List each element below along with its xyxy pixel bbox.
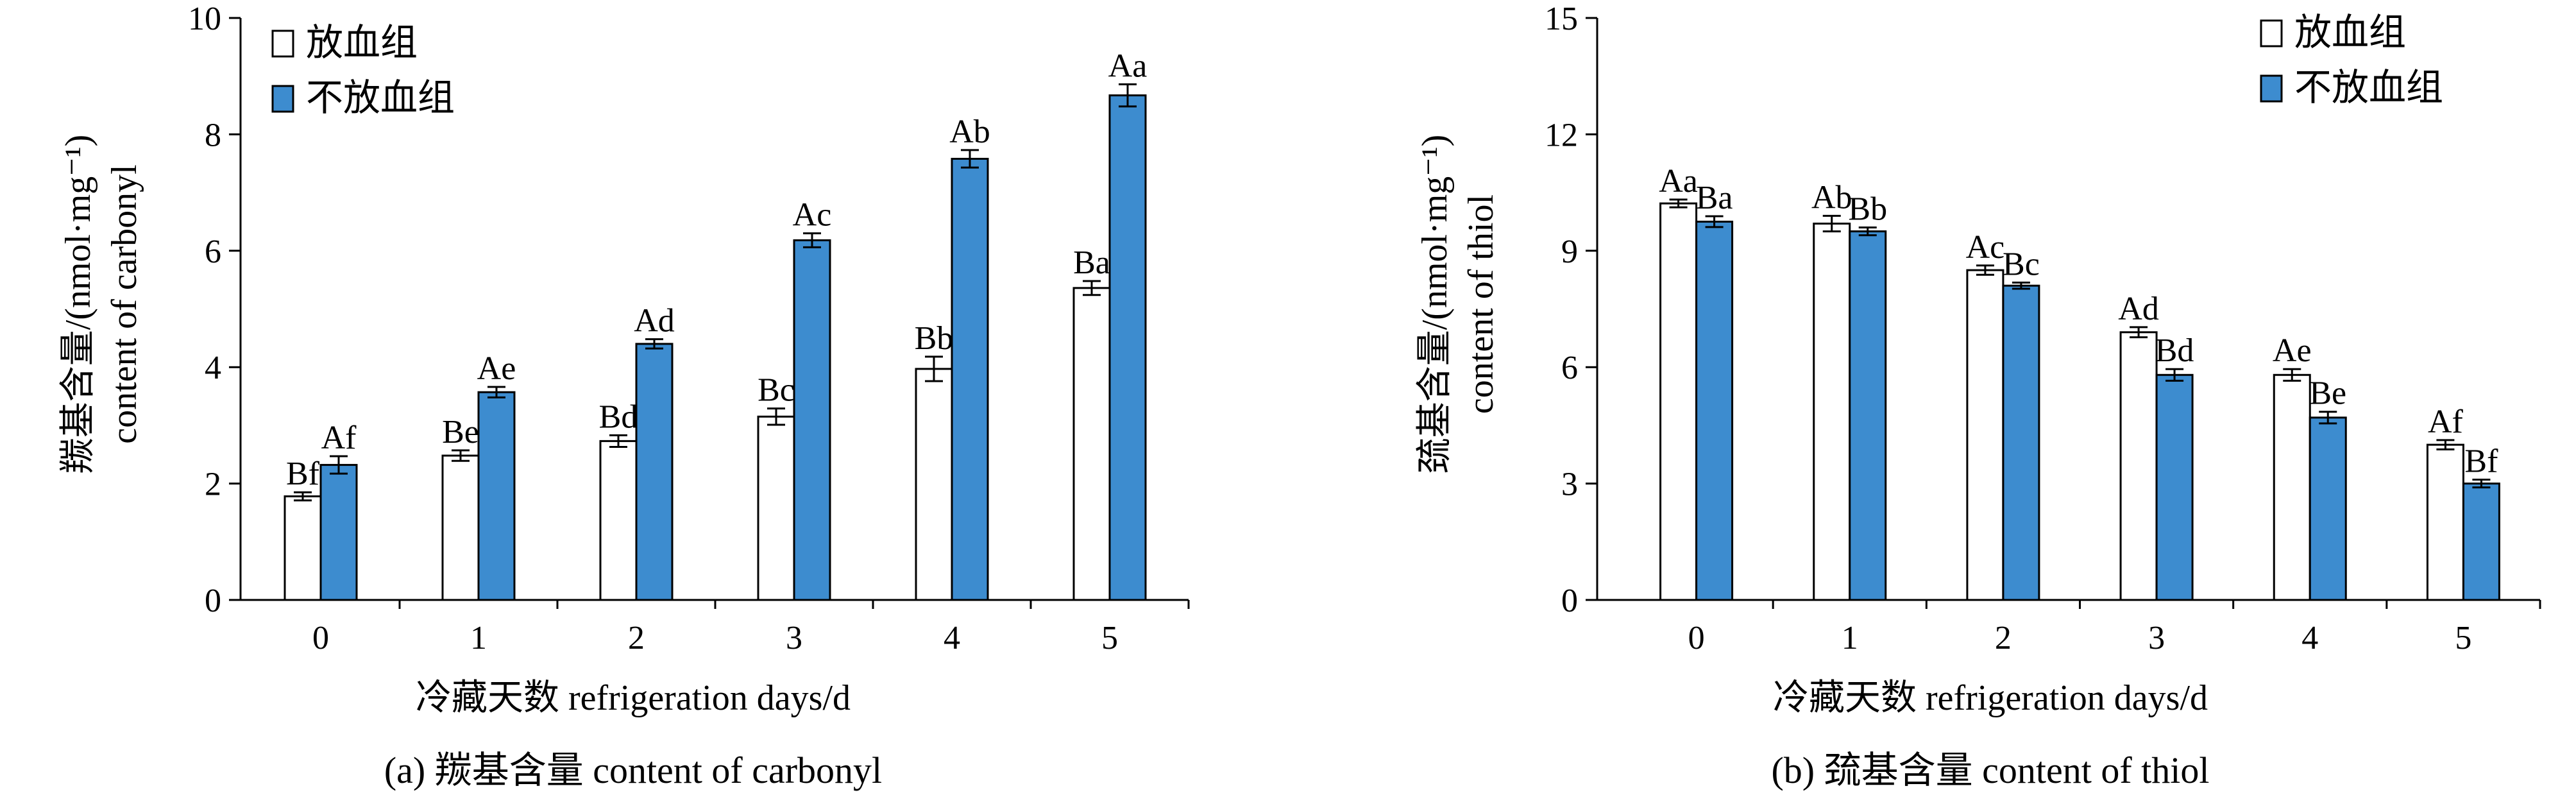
chart-a-significance-label: Ad: [634, 303, 675, 339]
chart-a-xtick-label: 0: [312, 620, 329, 656]
chart-a-bar-s1: [951, 157, 989, 601]
chart-a-bar-s1: [635, 343, 674, 601]
chart-b-xlabel: 冷藏天数 refrigeration days/d: [1773, 678, 2208, 718]
chart-a-bar-s1: [1108, 94, 1147, 601]
chart-a-ytick-label: 8: [205, 117, 221, 153]
chart-a-ytick-label: 0: [205, 583, 221, 619]
chart-b-significance-label: Ba: [1696, 180, 1733, 216]
chart-a-bar-s0: [757, 415, 795, 601]
chart-b-ytick-label: 9: [1561, 234, 1578, 270]
chart-b-xtick-label: 2: [1995, 620, 2012, 656]
chart-a-xlabel: 冷藏天数 refrigeration days/d: [416, 678, 851, 718]
chart-a-significance-label: Aa: [1108, 47, 1148, 84]
chart-b-significance-label: Ae: [2273, 332, 2312, 369]
chart-a-significance-label: Bd: [599, 398, 638, 435]
chart-b-xtick-label: 0: [1688, 620, 1705, 656]
chart-b-significance-label: Bb: [1848, 191, 1887, 228]
chart-b-significance-label: Bc: [2003, 246, 2040, 282]
chart-a-xtick-label: 3: [786, 620, 802, 656]
chart-a-ytick-label: 10: [188, 1, 221, 37]
chart-b-xtick-label: 1: [1842, 620, 1858, 656]
chart-a-bar-s0: [441, 454, 480, 601]
chart-b-ytick-label: 3: [1561, 466, 1578, 503]
chart-a-caption: (a) 羰基含量 content of carbonyl: [384, 749, 882, 791]
chart-a-significance-label: Bb: [915, 320, 954, 357]
chart-b-ylabel-line1: 巯基含量/(nmol·mg⁻¹): [1415, 135, 1455, 474]
chart-b-bar-s0: [2119, 331, 2158, 601]
chart-a-xtick-label: 4: [944, 620, 960, 656]
chart-b-xtick-label: 4: [2301, 620, 2318, 656]
chart-a-legend-swatch: [271, 30, 294, 58]
chart-b-significance-label: Ad: [2118, 291, 2159, 327]
chart-b-thiol: 巯基含量/(nmol·mg⁻¹) content of thiol 冷藏天数 r…: [1415, 1, 2541, 791]
chart-a-significance-label: Bc: [758, 372, 795, 409]
chart-a-ytick-label: 4: [205, 350, 221, 386]
chart-b-legend-label: 放血组: [2294, 12, 2406, 53]
chart-b-significance-label: Ac: [1966, 229, 2005, 266]
chart-b-ylabel-line2: content of thiol: [1461, 194, 1501, 414]
chart-a-bar-s1: [477, 391, 516, 601]
chart-b-xtick-label: 5: [2455, 620, 2471, 656]
chart-b-significance-label: Be: [2309, 375, 2346, 412]
chart-a-bar-s0: [1072, 287, 1111, 601]
chart-a-significance-label: Ae: [477, 350, 516, 387]
chart-a-ylabel-line1: 羰基含量/(nmol·mg⁻¹): [58, 135, 98, 474]
chart-b-bar-s0: [2273, 373, 2311, 601]
chart-a-significance-label: Ba: [1073, 244, 1110, 281]
chart-b-xtick-label: 3: [2148, 620, 2165, 656]
chart-a-xtick-label: 5: [1101, 620, 1118, 656]
chart-a-xtick-label: 2: [628, 620, 645, 656]
chart-a-legend-label: 不放血组: [306, 77, 455, 119]
chart-a-bar-s1: [793, 239, 831, 601]
chart-b-bar-s1: [1695, 220, 1734, 601]
chart-b-legend-swatch: [2260, 19, 2283, 47]
chart-a-significance-label: Ab: [949, 114, 990, 150]
chart-a-ytick-label: 6: [205, 234, 221, 270]
chart-a-bar-s0: [599, 440, 638, 601]
chart-b-significance-label: Bd: [2155, 332, 2194, 369]
chart-b-significance-label: Af: [2428, 404, 2464, 440]
chart-a-significance-label: Ac: [793, 197, 832, 234]
chart-b-bar-s0: [1659, 202, 1698, 601]
chart-a-significance-label: Be: [442, 414, 479, 450]
chart-a-ylabel-line2: content of carbonyl: [105, 164, 144, 443]
chart-b-ytick-label: 0: [1561, 583, 1578, 619]
chart-a-xtick-label: 1: [470, 620, 487, 656]
chart-b-ytick-label: 15: [1545, 1, 1578, 37]
chart-a-bar-s1: [319, 464, 358, 601]
chart-a-legend-swatch: [271, 85, 294, 113]
chart-b-significance-label: Ab: [1811, 179, 1852, 216]
chart-b-caption: (b) 巯基含量 content of thiol: [1771, 749, 2209, 791]
chart-b-bar-s1: [1849, 230, 1887, 601]
chart-b-bar-s0: [2426, 443, 2464, 601]
chart-a-significance-label: Af: [321, 420, 357, 456]
chart-b-bar-s1: [2155, 373, 2194, 601]
chart-b-legend-label: 不放血组: [2294, 67, 2443, 108]
chart-b-bar-s0: [1966, 269, 2004, 601]
chart-a-legend-label: 放血组: [306, 22, 418, 64]
chart-b-bar-s1: [2462, 483, 2500, 601]
chart-a-bar-s0: [915, 368, 953, 601]
chart-b-ytick-label: 6: [1561, 350, 1578, 386]
chart-a-carbonyl: 羰基含量/(nmol·mg⁻¹) content of carbonyl 冷藏天…: [58, 1, 1190, 791]
chart-b-bar-s1: [2002, 284, 2040, 601]
chart-b-legend-swatch: [2260, 74, 2283, 103]
chart-b-significance-label: Aa: [1659, 163, 1698, 200]
chart-a-bar-s0: [284, 495, 322, 601]
chart-b-bar-s0: [1813, 222, 1851, 601]
chart-a-ytick-label: 2: [205, 466, 221, 503]
chart-a-significance-label: Bf: [286, 456, 320, 492]
chart-b-significance-label: Bf: [2464, 443, 2498, 480]
chart-b-ytick-label: 12: [1545, 117, 1578, 153]
chart-b-bar-s1: [2309, 416, 2347, 601]
